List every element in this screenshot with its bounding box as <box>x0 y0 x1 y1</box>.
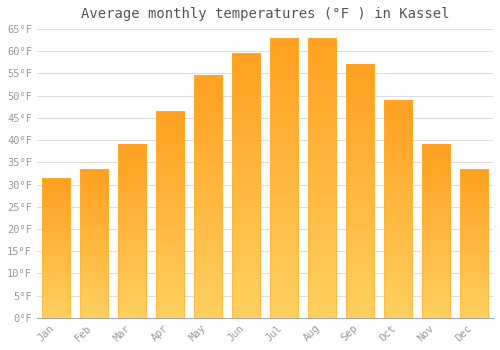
Bar <box>232 54 260 318</box>
Bar <box>80 169 108 318</box>
Title: Average monthly temperatures (°F ) in Kassel: Average monthly temperatures (°F ) in Ka… <box>80 7 449 21</box>
Bar <box>346 65 374 318</box>
Bar <box>308 38 336 318</box>
Bar <box>460 169 488 318</box>
Bar <box>194 76 222 318</box>
Bar <box>270 38 298 318</box>
Bar <box>42 178 70 318</box>
Bar <box>422 145 450 318</box>
Bar <box>384 100 412 318</box>
Bar <box>118 145 146 318</box>
Bar <box>156 111 184 318</box>
